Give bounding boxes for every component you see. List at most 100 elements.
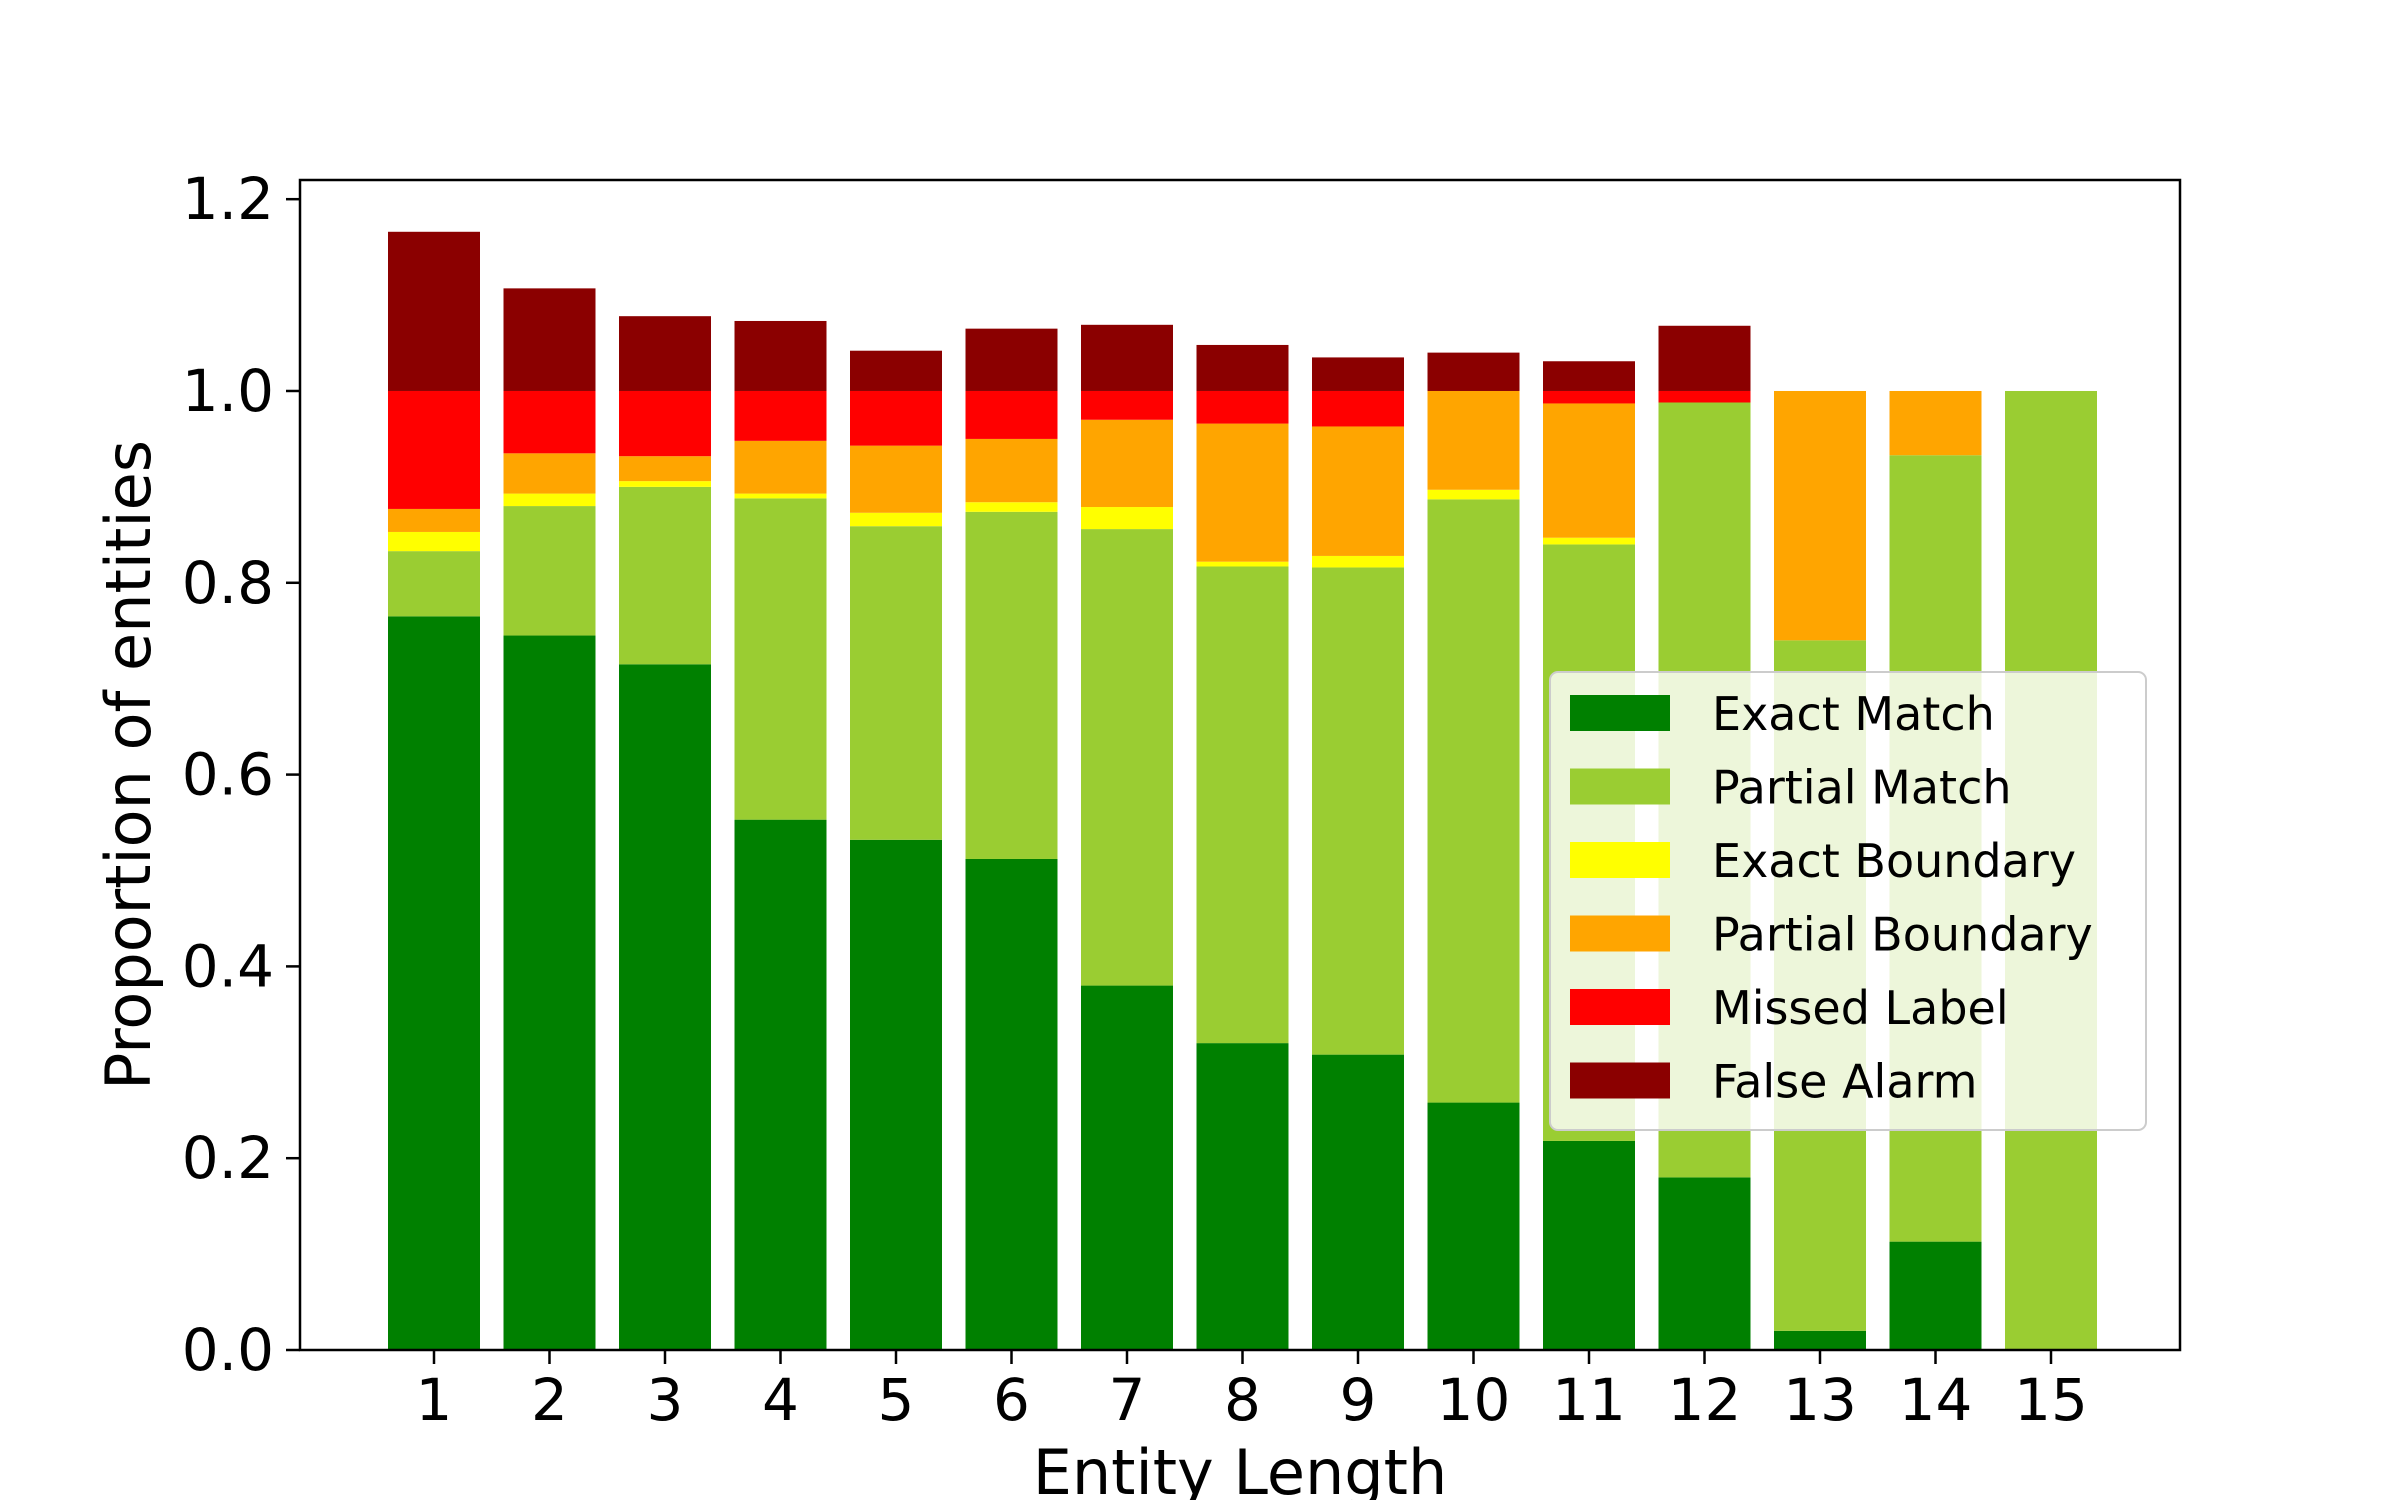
x-axis-title: Entity Length — [1033, 1436, 1448, 1500]
bar-missed-label-4 — [734, 390, 827, 441]
bar-false-alarm-8 — [1196, 344, 1289, 391]
bar-partial-match-1 — [388, 551, 480, 617]
bar-partial-boundary-4 — [734, 440, 827, 494]
y-axis-title: Proportion of entities — [92, 440, 165, 1090]
bar-partial-boundary-2 — [503, 453, 596, 494]
bar-exact-boundary-6 — [965, 502, 1058, 512]
bar-partial-boundary-3 — [619, 456, 711, 482]
bar-missed-label-6 — [965, 390, 1058, 439]
legend-box — [1549, 671, 2147, 1131]
bar-partial-match-8 — [1196, 566, 1289, 1044]
bar-missed-label-11 — [1543, 390, 1635, 404]
bar-missed-label-3 — [619, 390, 711, 457]
bar-false-alarm-9 — [1312, 357, 1404, 391]
bar-partial-boundary-7 — [1081, 419, 1173, 508]
y-tick-label: 0.2 — [182, 1124, 274, 1192]
bar-exact-match-14 — [1889, 1241, 1982, 1350]
legend-swatch-partial-boundary — [1570, 915, 1670, 952]
legend-label-exact-boundary: Exact Boundary — [1712, 834, 2076, 888]
bar-exact-boundary-5 — [850, 512, 942, 527]
x-tick-label: 10 — [1437, 1366, 1511, 1434]
x-tick-label: 1 — [416, 1366, 453, 1434]
y-tick-label: 0.8 — [182, 549, 274, 617]
legend-label-partial-match: Partial Match — [1712, 761, 2012, 815]
bar-exact-boundary-8 — [1196, 561, 1289, 567]
x-tick-label: 15 — [2014, 1366, 2088, 1434]
bar-exact-match-1 — [388, 616, 480, 1350]
legend-swatch-false-alarm — [1570, 1062, 1670, 1099]
bar-partial-match-3 — [619, 486, 711, 665]
bar-exact-boundary-1 — [388, 531, 480, 552]
x-tick-label: 13 — [1783, 1366, 1857, 1434]
bar-partial-match-9 — [1312, 567, 1404, 1055]
y-tick-label: 0.0 — [182, 1316, 274, 1384]
y-axis-ticks: 0.0 0.2 0.4 0.6 0.8 1.0 1.2 — [182, 165, 300, 1384]
bar-partial-match-5 — [850, 526, 942, 840]
legend-label-false-alarm: False Alarm — [1712, 1055, 1977, 1109]
bar-partial-boundary-11 — [1543, 403, 1635, 538]
bar-exact-boundary-9 — [1312, 555, 1404, 568]
legend-swatch-exact-match — [1570, 695, 1670, 731]
bar-false-alarm-10 — [1427, 352, 1520, 391]
legend-label-exact-match: Exact Match — [1712, 687, 1995, 741]
bar-missed-label-8 — [1196, 390, 1289, 424]
x-axis-ticks: 1 2 3 4 5 6 7 8 9 10 11 12 13 14 15 — [416, 1350, 2088, 1434]
bar-exact-match-3 — [619, 664, 711, 1350]
legend-swatch-missed-label — [1570, 989, 1670, 1025]
legend-swatch-partial-match — [1570, 768, 1670, 805]
plot-frame — [298, 178, 2182, 1352]
bar-partial-boundary-14 — [1889, 390, 1982, 456]
bar-false-alarm-1 — [388, 231, 480, 391]
bar-exact-match-5 — [850, 839, 942, 1350]
x-tick-label: 4 — [762, 1366, 799, 1434]
x-tick-label: 12 — [1668, 1366, 1742, 1434]
bar-false-alarm-5 — [850, 350, 942, 391]
bar-partial-boundary-1 — [388, 508, 480, 532]
bar-exact-boundary-2 — [503, 493, 596, 507]
bar-partial-match-10 — [1427, 499, 1520, 1103]
bar-false-alarm-3 — [619, 316, 711, 391]
bar-exact-match-8 — [1196, 1043, 1289, 1350]
bar-false-alarm-11 — [1543, 361, 1635, 391]
bar-missed-label-9 — [1312, 390, 1404, 427]
bar-false-alarm-4 — [734, 320, 827, 391]
y-tick-label: 1.2 — [182, 165, 274, 233]
bar-exact-boundary-7 — [1081, 507, 1173, 530]
y-tick-label: 0.4 — [182, 932, 274, 1000]
x-tick-label: 6 — [993, 1366, 1030, 1434]
bar-exact-match-7 — [1081, 985, 1173, 1350]
bar-exact-match-10 — [1427, 1102, 1520, 1350]
bars-layer — [388, 231, 2097, 1350]
bar-partial-boundary-5 — [850, 445, 942, 513]
x-tick-label: 2 — [531, 1366, 568, 1434]
x-tick-label: 7 — [1109, 1366, 1146, 1434]
y-tick-label: 0.6 — [182, 741, 274, 809]
bar-exact-boundary-10 — [1427, 489, 1520, 500]
bar-partial-match-4 — [734, 498, 827, 820]
x-tick-label: 11 — [1552, 1366, 1626, 1434]
x-tick-label: 5 — [878, 1366, 915, 1434]
bar-partial-match-6 — [965, 511, 1058, 859]
bar-exact-boundary-4 — [734, 493, 827, 499]
bar-partial-match-7 — [1081, 529, 1173, 986]
legend-swatch-exact-boundary — [1570, 842, 1670, 878]
bar-exact-match-11 — [1543, 1140, 1635, 1350]
legend-label-partial-boundary: Partial Boundary — [1712, 908, 2093, 962]
bar-exact-match-12 — [1658, 1177, 1751, 1350]
bar-partial-boundary-6 — [965, 438, 1058, 503]
bar-partial-match-2 — [503, 506, 596, 636]
legend: Exact Match Partial Match Exact Boundary Pa… — [1549, 671, 2147, 1131]
x-tick-label: 3 — [647, 1366, 684, 1434]
bar-exact-match-13 — [1774, 1330, 1866, 1350]
bar-exact-boundary-11 — [1543, 537, 1635, 545]
bar-partial-boundary-13 — [1774, 390, 1866, 641]
bar-exact-match-6 — [965, 858, 1058, 1350]
bar-missed-label-2 — [503, 390, 596, 454]
bar-missed-label-7 — [1081, 390, 1173, 420]
bar-false-alarm-6 — [965, 328, 1058, 391]
bar-false-alarm-2 — [503, 288, 596, 391]
x-tick-label: 8 — [1224, 1366, 1261, 1434]
bar-exact-match-2 — [503, 635, 596, 1350]
